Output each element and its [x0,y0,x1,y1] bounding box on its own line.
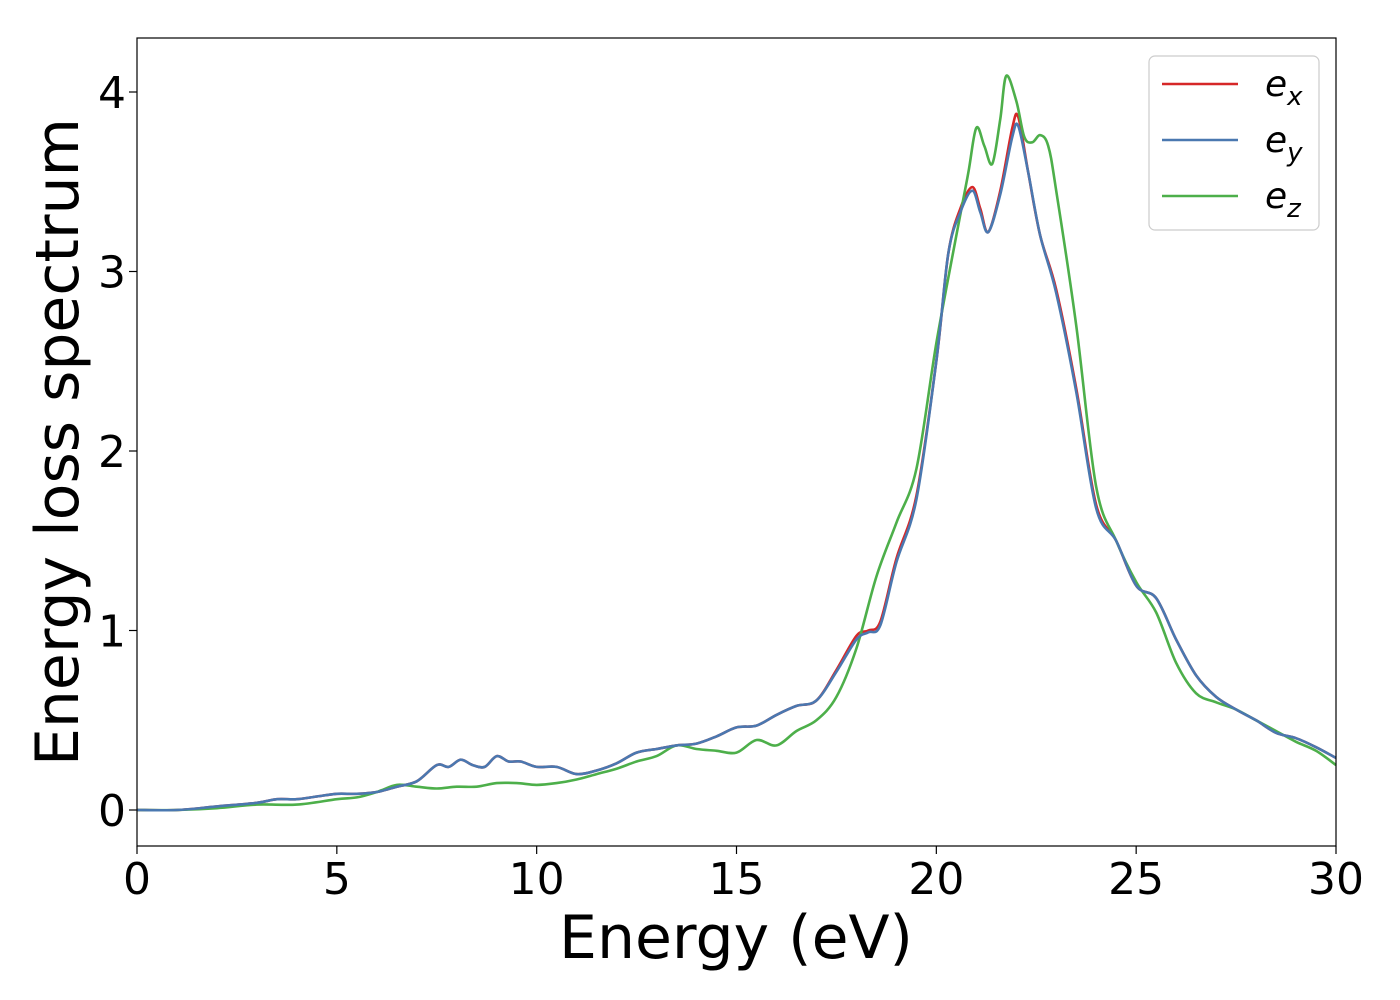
legend-label-z: ez [1265,176,1302,224]
legend-label-x: ex [1265,64,1303,112]
x-tick-label: 0 [123,854,151,905]
x-tick-label: 25 [1108,854,1164,905]
series-layer [136,74,1337,812]
legend-label-y: ey [1265,120,1303,168]
y-axis-title: Energy loss spectrum [23,118,93,766]
y-axis: 0 1 2 3 4 [98,68,137,837]
x-axis-title: Energy (eV) [559,903,913,973]
legend: ex ey ez [1148,55,1320,231]
x-tick-label: 20 [908,854,964,905]
x-tick-label: 30 [1308,854,1364,905]
y-tick-label: 0 [98,786,126,837]
y-tick-label: 1 [98,607,126,658]
x-tick-label: 15 [709,854,765,905]
y-tick-label: 3 [98,248,126,299]
y-tick-label: 4 [98,68,126,119]
y-tick-label: 2 [98,427,126,478]
x-axis: 0 5 10 15 20 25 30 [123,846,1364,905]
series-line-y [136,122,1337,812]
legend-box [1148,55,1320,231]
x-tick-label: 10 [509,854,565,905]
x-tick-label: 5 [323,854,351,905]
